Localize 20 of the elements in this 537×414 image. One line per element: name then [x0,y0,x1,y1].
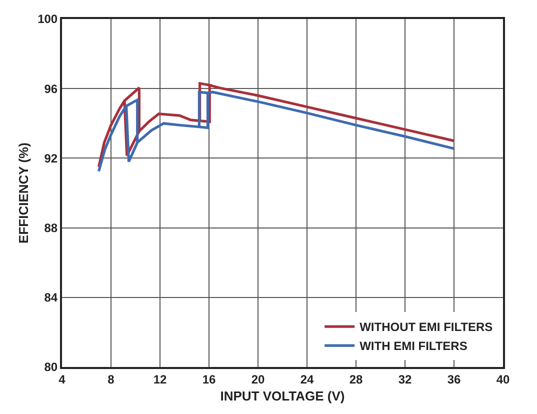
y-tick-label: 92 [44,151,58,166]
y-tick-label: 88 [44,221,58,235]
x-tick-label: 28 [349,372,363,386]
legend-label: WITHOUT EMI FILTERS [360,320,493,334]
y-tick-label: 100 [38,12,58,26]
x-tick-label: 24 [300,372,314,386]
y-tick-label: 84 [44,290,58,305]
y-tick-label: 80 [44,360,58,374]
x-tick-label: 8 [108,372,115,386]
x-tick-label: 32 [398,372,412,386]
x-tick-label: 12 [153,372,167,386]
x-tick-label: 40 [496,372,510,386]
y-axis-title: EFFICIENCY (%) [16,142,32,244]
x-axis-title: INPUT VOLTAGE (V) [220,388,345,404]
x-tick-label: 16 [202,372,216,386]
legend-label: WITH EMI FILTERS [360,339,468,354]
x-tick-label: 4 [58,372,66,386]
x-tick-label: 20 [251,372,265,386]
y-tick-label: 96 [44,82,58,96]
x-tick-label: 36 [447,372,461,386]
